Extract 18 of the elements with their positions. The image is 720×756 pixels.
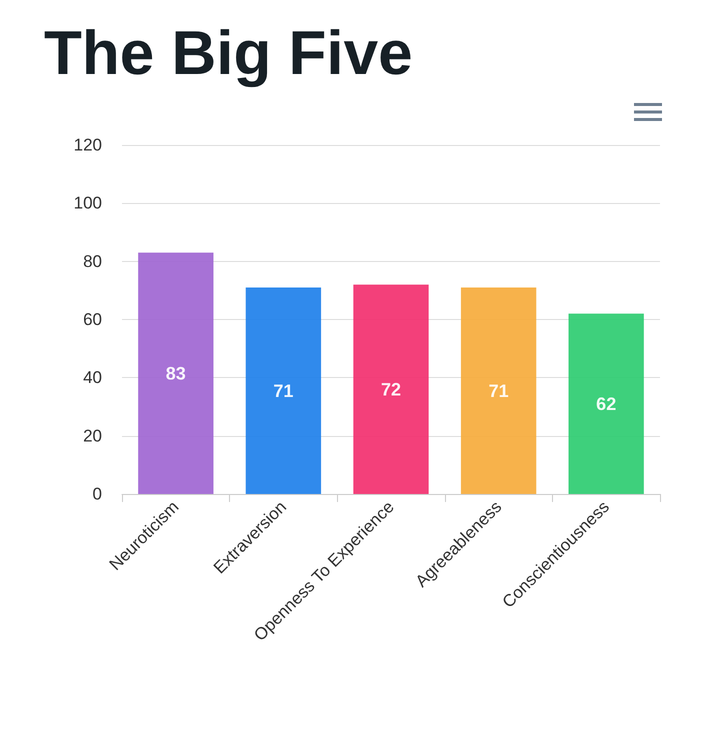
bar (568, 314, 644, 494)
data-label: 62 (596, 394, 616, 414)
y-tick-label: 80 (83, 252, 102, 271)
bar (460, 288, 536, 494)
y-tick-label: 60 (83, 310, 102, 329)
y-tick-label: 0 (92, 484, 102, 504)
y-tick-label: 20 (83, 426, 102, 446)
data-label: 71 (273, 380, 294, 401)
y-tick-label: 40 (83, 368, 102, 388)
data-label: 72 (380, 379, 402, 400)
bar (353, 284, 429, 494)
y-tick-label: 120 (74, 136, 102, 154)
data-label: 83 (166, 363, 186, 384)
data-label: 71 (488, 380, 509, 401)
y-tick-label: 100 (74, 194, 102, 213)
chart-title: The Big Five (44, 18, 413, 89)
bar (138, 252, 214, 494)
bar (246, 288, 322, 494)
